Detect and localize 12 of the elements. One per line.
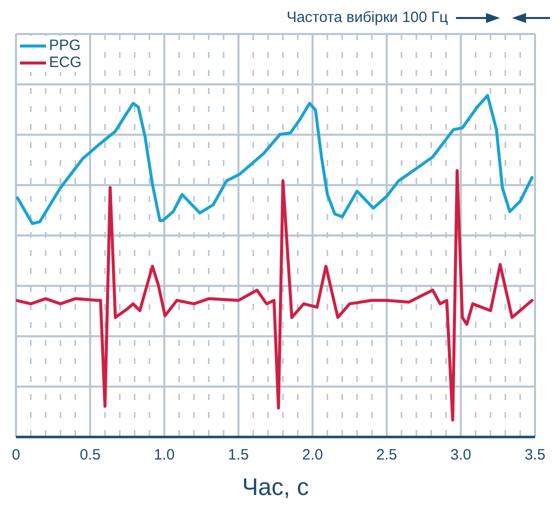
legend-label: ECG bbox=[49, 54, 82, 71]
text: Частота вибірки 100 Гц bbox=[286, 9, 448, 26]
x-tick-label: 1.0 bbox=[154, 446, 175, 464]
x-tick-label: 2.0 bbox=[302, 446, 323, 464]
x-tick-label: 0 bbox=[12, 446, 20, 464]
x-tick-label: 0.5 bbox=[80, 446, 101, 464]
x-tick-label: 3.0 bbox=[450, 446, 472, 464]
x-tick-label: 2.5 bbox=[376, 446, 398, 464]
x-tick-label: 1.5 bbox=[228, 446, 249, 464]
x-axis-title: Час, с bbox=[242, 474, 309, 501]
x-tick-label: 3.5 bbox=[524, 446, 546, 464]
legend-label: PPG bbox=[49, 37, 81, 54]
